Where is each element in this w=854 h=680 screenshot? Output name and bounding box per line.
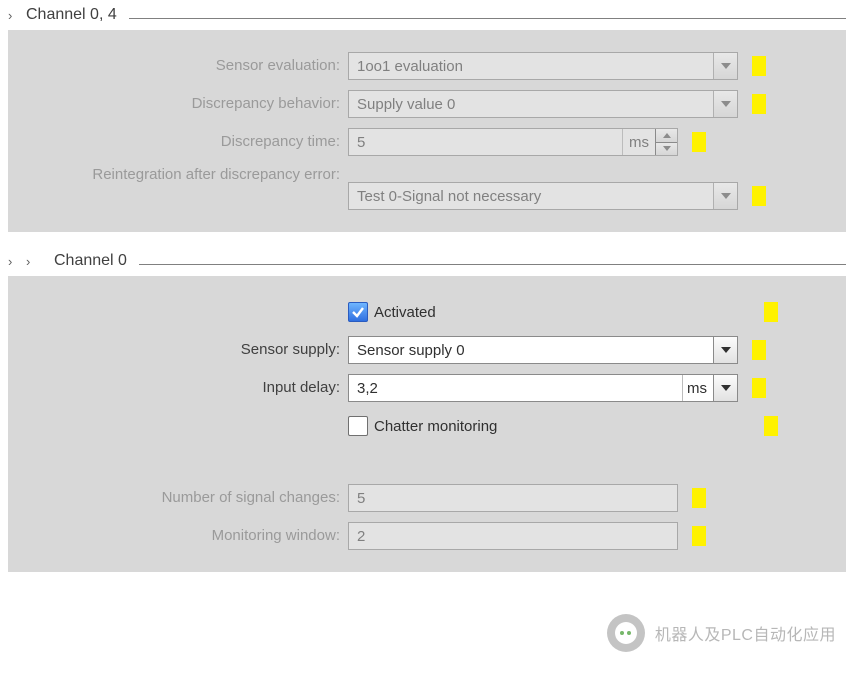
combo-value: 3,2 [349, 380, 682, 397]
unit-label: ms [622, 129, 655, 155]
combo-sensor-supply[interactable]: Sensor supply 0 [348, 336, 738, 364]
section-title: Channel 0 [54, 252, 139, 270]
spin-buttons [655, 129, 677, 155]
panel-channel-0-4: Sensor evaluation: 1oo1 evaluation Discr… [8, 30, 846, 232]
chevron-right-icon: › [8, 254, 20, 269]
label-sensor-supply: Sensor supply: [18, 341, 348, 360]
label-discrepancy-behavior: Discrepancy behavior: [18, 95, 348, 114]
row-signal-changes: Number of signal changes: 5 [18, 484, 836, 512]
change-flag-icon [752, 186, 766, 206]
change-flag-icon [752, 378, 766, 398]
section-header-channel-0[interactable]: › › Channel 0 [0, 246, 854, 274]
checkbox-activated[interactable] [348, 302, 368, 322]
change-flag-icon [752, 340, 766, 360]
row-reintegration: Reintegration after discrepancy error: T… [18, 166, 836, 210]
combo-value: 1oo1 evaluation [349, 58, 713, 75]
chevron-right-icon: › [8, 8, 20, 23]
label-sensor-evaluation: Sensor evaluation: [18, 57, 348, 76]
divider [139, 264, 846, 265]
input-value: 5 [357, 490, 669, 507]
panel-channel-0: Activated Sensor supply: Sensor supply 0… [8, 276, 846, 572]
fieldwrap: Chatter monitoring [348, 416, 836, 436]
change-flag-icon [752, 94, 766, 114]
dropdown-button[interactable] [713, 375, 737, 401]
row-chatter-monitoring: Chatter monitoring [18, 412, 836, 440]
watermark-badge-icon [607, 614, 645, 652]
change-flag-icon [692, 132, 706, 152]
row-discrepancy-time: Discrepancy time: 5 ms [18, 128, 836, 156]
label-discrepancy-time: Discrepancy time: [18, 133, 348, 152]
checkbox-chatter-monitoring[interactable] [348, 416, 368, 436]
row-sensor-supply: Sensor supply: Sensor supply 0 [18, 336, 836, 364]
fieldwrap: Test 0-Signal not necessary [348, 182, 836, 210]
chevron-down-icon [721, 101, 731, 107]
combo-value: Supply value 0 [349, 96, 713, 113]
dropdown-button[interactable] [713, 91, 737, 117]
row-activated: Activated [18, 298, 836, 326]
change-flag-icon [692, 488, 706, 508]
section-header-channel-0-4[interactable]: › Channel 0, 4 [0, 0, 854, 28]
fieldwrap: 2 [348, 522, 836, 550]
spin-value: 5 [349, 134, 622, 151]
chevron-down-icon [721, 193, 731, 199]
label-input-delay: Input delay: [18, 379, 348, 398]
fieldwrap: Supply value 0 [348, 90, 836, 118]
row-monitoring-window: Monitoring window: 2 [18, 522, 836, 550]
chevron-right-icon: › [26, 254, 38, 269]
change-flag-icon [764, 302, 778, 322]
label-monitoring-window: Monitoring window: [18, 527, 348, 546]
watermark: 机器人及PLC自动化应用 [607, 614, 836, 652]
fieldwrap: 3,2 ms [348, 374, 836, 402]
input-monitoring-window[interactable]: 2 [348, 522, 678, 550]
row-input-delay: Input delay: 3,2 ms [18, 374, 836, 402]
fieldwrap: 5 [348, 484, 836, 512]
combo-sensor-evaluation[interactable]: 1oo1 evaluation [348, 52, 738, 80]
chevron-down-icon [721, 347, 731, 353]
fieldwrap: Sensor supply 0 [348, 336, 836, 364]
combo-discrepancy-behavior[interactable]: Supply value 0 [348, 90, 738, 118]
chevron-down-icon [721, 63, 731, 69]
combo-input-delay[interactable]: 3,2 ms [348, 374, 738, 402]
combo-reintegration[interactable]: Test 0-Signal not necessary [348, 182, 738, 210]
check-icon [351, 306, 365, 318]
combo-value: Sensor supply 0 [349, 342, 713, 359]
label-reintegration: Reintegration after discrepancy error: [18, 166, 348, 185]
change-flag-icon [764, 416, 778, 436]
checkbox-label: Chatter monitoring [374, 418, 497, 435]
fieldwrap: 5 ms [348, 128, 836, 156]
fieldwrap: Activated [348, 302, 836, 322]
chevron-down-icon [663, 146, 671, 151]
label-signal-changes: Number of signal changes: [18, 489, 348, 508]
spin-down-button[interactable] [656, 143, 677, 156]
spacer [18, 450, 836, 484]
chevron-down-icon [721, 385, 731, 391]
combo-value: Test 0-Signal not necessary [349, 188, 713, 205]
dropdown-button[interactable] [713, 53, 737, 79]
fieldwrap: 1oo1 evaluation [348, 52, 836, 80]
unit-label: ms [682, 375, 713, 401]
change-flag-icon [692, 526, 706, 546]
chevron-up-icon [663, 133, 671, 138]
spin-up-button[interactable] [656, 129, 677, 143]
spin-discrepancy-time[interactable]: 5 ms [348, 128, 678, 156]
watermark-text: 机器人及PLC自动化应用 [655, 621, 836, 645]
section-title: Channel 0, 4 [26, 6, 129, 24]
row-discrepancy-behavior: Discrepancy behavior: Supply value 0 [18, 90, 836, 118]
input-value: 2 [357, 528, 669, 545]
divider [129, 18, 846, 19]
row-sensor-evaluation: Sensor evaluation: 1oo1 evaluation [18, 52, 836, 80]
checkbox-label: Activated [374, 304, 436, 321]
dropdown-button[interactable] [713, 183, 737, 209]
input-signal-changes[interactable]: 5 [348, 484, 678, 512]
dropdown-button[interactable] [713, 337, 737, 363]
change-flag-icon [752, 56, 766, 76]
